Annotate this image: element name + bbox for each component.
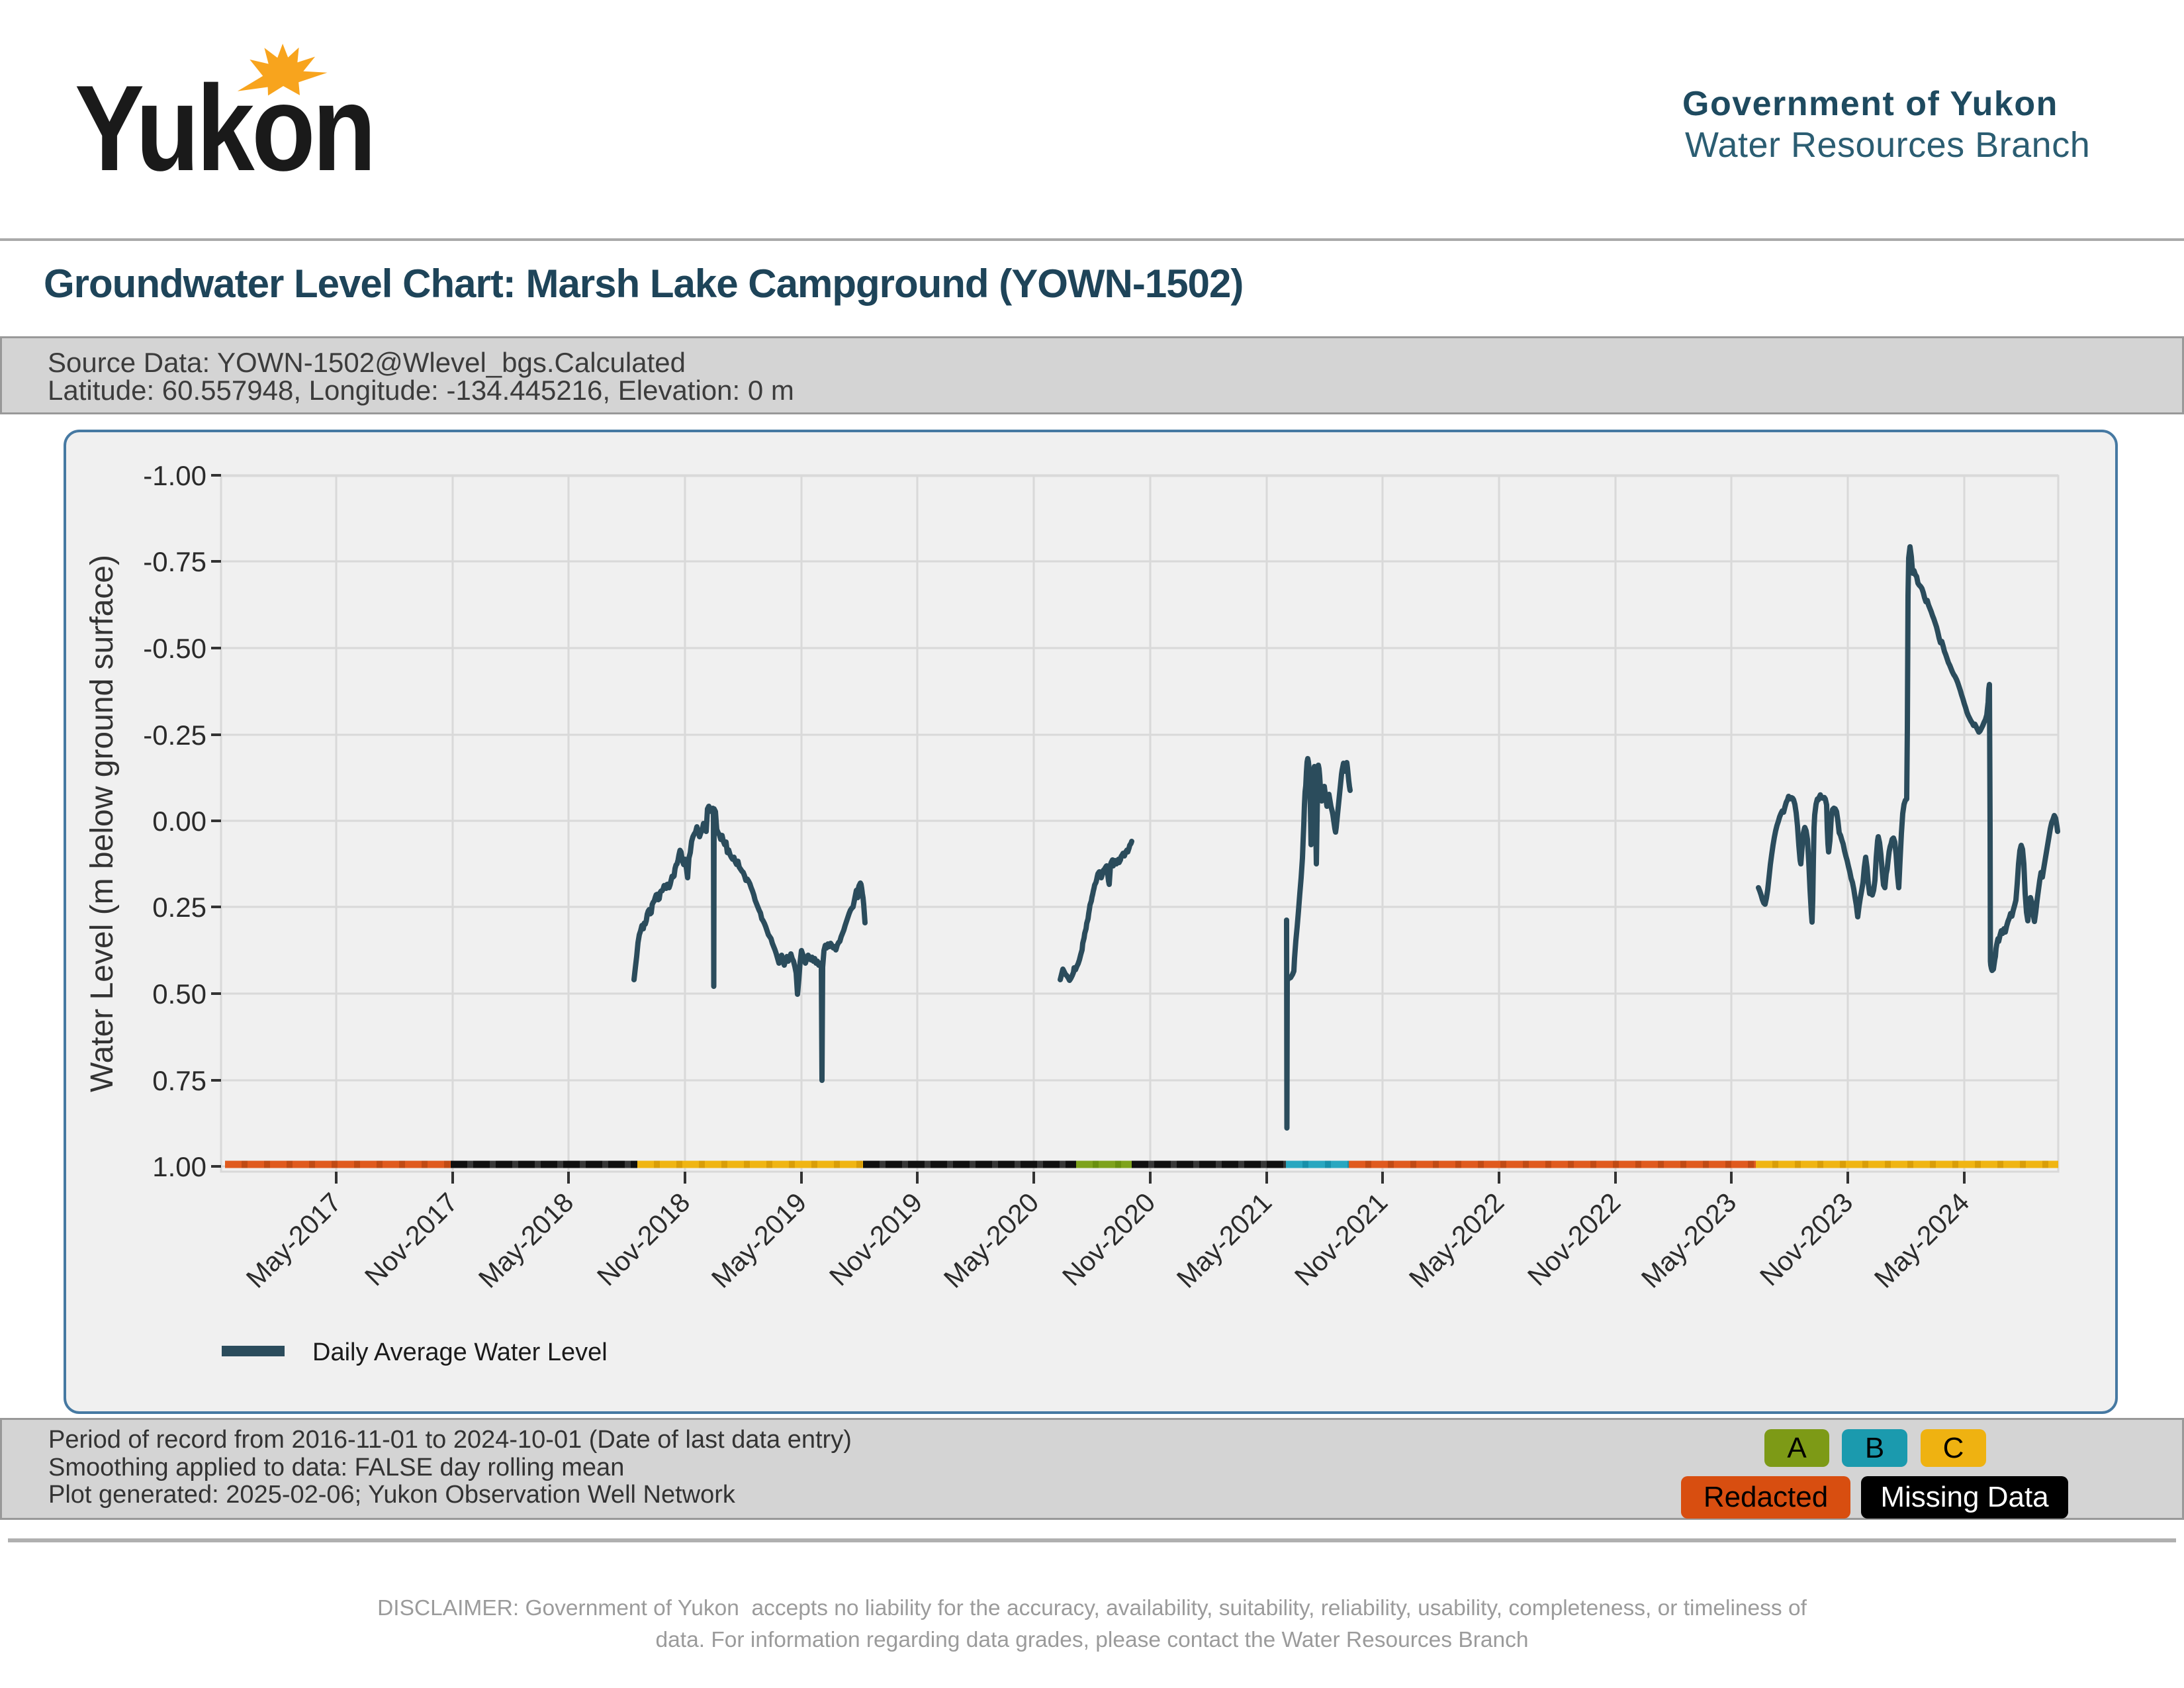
svg-text:Nov-2021: Nov-2021	[1289, 1187, 1393, 1291]
svg-text:-0.50: -0.50	[143, 633, 206, 664]
svg-text:-1.00: -1.00	[143, 460, 206, 491]
svg-text:-0.25: -0.25	[143, 720, 206, 751]
svg-text:0.00: 0.00	[152, 806, 206, 837]
svg-text:May-2020: May-2020	[938, 1187, 1044, 1293]
svg-text:Daily Average Water Level: Daily Average Water Level	[312, 1338, 608, 1366]
svg-text:May-2022: May-2022	[1403, 1187, 1510, 1293]
svg-text:Nov-2018: Nov-2018	[591, 1187, 696, 1291]
svg-text:May-2017: May-2017	[240, 1187, 347, 1293]
svg-text:May-2018: May-2018	[473, 1187, 579, 1293]
svg-text:Nov-2022: Nov-2022	[1522, 1187, 1626, 1291]
svg-text:May-2023: May-2023	[1635, 1187, 1742, 1293]
svg-text:0.50: 0.50	[152, 978, 206, 1009]
svg-text:Water Level (m below ground su: Water Level (m below ground surface)	[85, 555, 120, 1092]
svg-text:0.75: 0.75	[152, 1065, 206, 1096]
svg-text:1.00: 1.00	[152, 1151, 206, 1182]
svg-text:0.25: 0.25	[152, 892, 206, 923]
svg-text:May-2024: May-2024	[1868, 1187, 1975, 1293]
svg-text:Nov-2020: Nov-2020	[1056, 1187, 1161, 1291]
svg-text:-0.75: -0.75	[143, 546, 206, 577]
svg-text:Nov-2023: Nov-2023	[1754, 1187, 1858, 1291]
svg-text:Nov-2017: Nov-2017	[359, 1187, 463, 1291]
svg-text:Yukon: Yukon	[75, 61, 373, 185]
svg-text:May-2019: May-2019	[705, 1187, 812, 1293]
svg-text:May-2021: May-2021	[1171, 1187, 1277, 1293]
svg-text:Nov-2019: Nov-2019	[823, 1187, 928, 1291]
